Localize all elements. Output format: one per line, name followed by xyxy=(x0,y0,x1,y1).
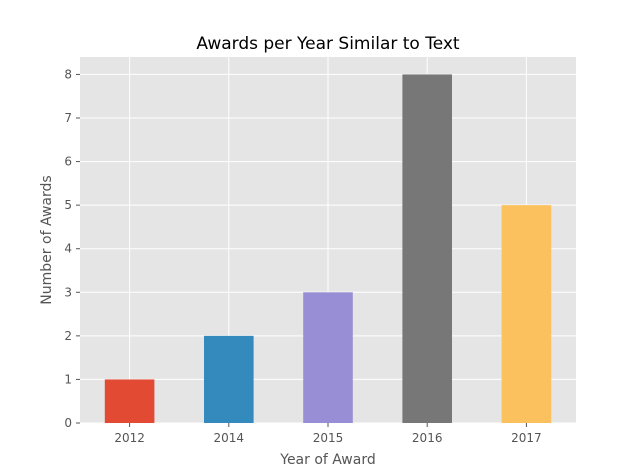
y-tick-label: 3 xyxy=(64,285,72,299)
y-tick-label: 2 xyxy=(64,329,72,343)
y-tick-label: 5 xyxy=(64,198,72,212)
x-axis-label: Year of Award xyxy=(279,452,375,468)
x-axis: 2012 2014 2015 2016 2017 xyxy=(114,423,542,445)
bar-2014 xyxy=(204,335,254,423)
y-axis: 0 1 2 3 4 5 6 7 8 xyxy=(64,67,80,430)
y-tick-label: 4 xyxy=(64,242,72,256)
chart-title: Awards per Year Similar to Text xyxy=(196,34,460,54)
bar-2012 xyxy=(104,379,155,423)
y-tick-label: 1 xyxy=(64,372,72,386)
bar-2015 xyxy=(303,292,353,423)
x-tick-label: 2015 xyxy=(313,431,344,445)
y-tick-label: 0 xyxy=(64,416,72,430)
bar-2017 xyxy=(501,205,552,423)
y-tick-label: 6 xyxy=(64,155,72,169)
y-tick-label: 7 xyxy=(64,111,72,125)
x-tick-label: 2014 xyxy=(214,431,245,445)
x-tick-label: 2017 xyxy=(511,431,542,445)
x-tick-label: 2016 xyxy=(412,431,443,445)
bar-2016 xyxy=(402,74,452,423)
x-tick-label: 2012 xyxy=(114,431,145,445)
y-axis-label: Number of Awards xyxy=(39,175,55,304)
y-tick-label: 8 xyxy=(64,67,72,81)
bars xyxy=(104,74,552,423)
